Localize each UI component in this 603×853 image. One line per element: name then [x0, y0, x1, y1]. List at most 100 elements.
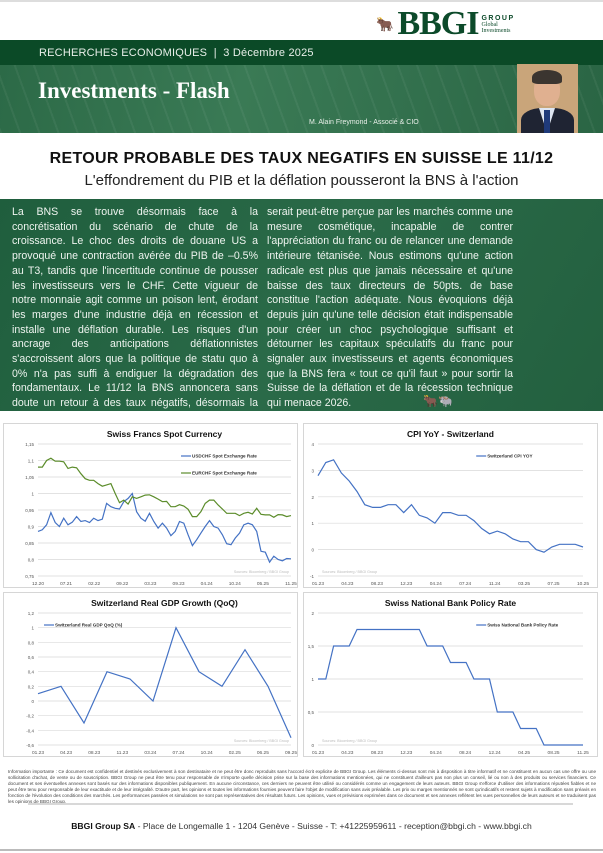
- bull-bear-icon: 🐂🐃: [423, 394, 453, 408]
- x-tick-label: 12.23: [400, 581, 412, 587]
- y-tick-label: 1: [31, 626, 34, 631]
- x-tick-label: 02.22: [88, 581, 100, 587]
- footer: BBGI Group SA - Place de Longemalle 1 - …: [0, 821, 603, 831]
- legend-label: Swiss National Bank Policy Rate: [487, 623, 558, 628]
- x-tick-label: 07.25: [548, 581, 560, 587]
- x-tick-label: 03.25: [518, 581, 530, 587]
- chart-cpi-yoy: CPI YoY - Switzerland -1 0 1 2 3 4 01.23 04.23 08…: [303, 423, 598, 588]
- divider: [28, 803, 573, 805]
- y-tick-label: 1,15: [25, 442, 34, 447]
- legend-label: Switzerland CPI YOY: [487, 454, 532, 459]
- y-tick-label: 0,9: [28, 525, 35, 530]
- x-tick-label: 12.20: [32, 581, 44, 587]
- x-tick-label: 04.24: [430, 581, 442, 587]
- x-tick-label: 10.24: [229, 581, 241, 587]
- y-tick-label: 0,4: [28, 670, 35, 675]
- x-tick-label: 04.23: [341, 750, 353, 756]
- series-line: [37, 492, 292, 564]
- banner: Investments - Flash M. Alain Freymond - …: [0, 65, 603, 133]
- x-tick-label: 05.25: [257, 581, 269, 587]
- x-tick-label: 12.24: [489, 750, 501, 756]
- x-tick-label: 08.23: [371, 581, 383, 587]
- article-column-right: serait peut-être perçue par les marchés …: [267, 206, 513, 410]
- x-tick-label: 09.25: [285, 750, 297, 756]
- chart-source: Sources: Bloomberg / BBGI Group: [234, 739, 289, 743]
- bbgi-logo: 🐂 BBGI GROUP Global Investments: [376, 5, 515, 42]
- footer-company: BBGI Group SA: [71, 821, 136, 831]
- series-line: [37, 626, 292, 738]
- x-tick-label: 09.23: [173, 581, 185, 587]
- y-tick-label: 0: [311, 743, 314, 748]
- chart-source: Sources: Bloomberg / BBGI Group: [234, 570, 289, 574]
- chart-title: Switzerland Real GDP Growth (QoQ): [91, 598, 238, 608]
- footer-contact: - Place de Longemalle 1 - 1204 Genève - …: [135, 821, 532, 831]
- y-tick-label: 0,95: [25, 508, 34, 513]
- y-tick-label: 0,2: [28, 684, 35, 689]
- chart-title: Swiss Francs Spot Currency: [107, 429, 223, 439]
- x-tick-label: 11.25: [577, 750, 589, 756]
- x-tick-label: 06.25: [257, 750, 269, 756]
- x-tick-label: 12.23: [400, 750, 412, 756]
- author: M. Alain Freymond - Associé & CIO: [309, 119, 419, 126]
- x-tick-label: 08.23: [88, 750, 100, 756]
- x-tick-label: 02.25: [229, 750, 241, 756]
- y-tick-label: 1,1: [28, 459, 35, 464]
- x-tick-label: 03.23: [144, 581, 156, 587]
- y-tick-label: 0,5: [308, 710, 315, 715]
- x-tick-label: 08.24: [459, 750, 471, 756]
- y-tick-label: 0,8: [28, 558, 35, 563]
- x-tick-label: 04.24: [201, 581, 213, 587]
- y-tick-label: 1: [311, 677, 314, 682]
- series-line: [317, 459, 584, 553]
- x-tick-label: 07.21: [60, 581, 72, 587]
- x-tick-label: 11.23: [117, 750, 129, 756]
- y-tick-label: 0,8: [28, 640, 35, 645]
- logo-wordmark: BBGI: [397, 5, 479, 42]
- x-tick-label: 10.25: [577, 581, 589, 587]
- y-tick-label: 2: [311, 495, 314, 500]
- article-subtitle: L'effondrement du PIB et la déflation po…: [84, 172, 519, 189]
- disclaimer: Information importante : Ce document est…: [8, 769, 596, 805]
- x-tick-label: 07.24: [459, 581, 471, 587]
- bottom-border: [0, 849, 603, 851]
- legend-label: USDCHF Spot Exchange Rate: [192, 454, 257, 459]
- author-photo: [517, 64, 578, 133]
- y-tick-label: 1: [31, 492, 34, 497]
- y-tick-label: -0,4: [26, 728, 34, 733]
- section-strip: RECHERCHES ECONOMIQUES | 3 Décembre 2025: [0, 40, 603, 65]
- chart-snb-policy-rate: Swiss National Bank Policy Rate 0 0,5 1 1,5 2…: [303, 592, 598, 757]
- legend-label: Switzerland Real GDP QoQ (%): [55, 623, 123, 628]
- chart-source: Sources: Bloomberg / BBGI Group: [322, 739, 377, 743]
- article-title: RETOUR PROBABLE DES TAUX NEGATIFS EN SUI…: [49, 150, 554, 167]
- x-tick-label: 10.24: [201, 750, 213, 756]
- chart-title: Swiss National Bank Policy Rate: [385, 598, 517, 608]
- y-tick-label: 0: [311, 548, 314, 553]
- chart-source: Sources: Bloomberg / BBGI Group: [322, 570, 377, 574]
- x-tick-label: 07.24: [173, 750, 185, 756]
- y-tick-label: 0,75: [25, 574, 34, 579]
- chart-title: CPI YoY - Switzerland: [407, 429, 494, 439]
- y-tick-label: 0,6: [28, 655, 35, 660]
- top-border: [0, 0, 603, 2]
- x-tick-label: 04.23: [341, 581, 353, 587]
- y-tick-label: -0,2: [26, 714, 34, 719]
- y-tick-label: 1,05: [25, 475, 34, 480]
- x-tick-label: 11.25: [285, 581, 297, 587]
- y-tick-label: 0: [31, 699, 34, 704]
- x-tick-label: 03.24: [144, 750, 156, 756]
- y-tick-label: 1,2: [28, 611, 35, 616]
- y-tick-label: -0,6: [26, 743, 34, 748]
- series-line: [318, 628, 583, 746]
- y-tick-label: 1,5: [308, 644, 315, 649]
- x-tick-label: 04.24: [430, 750, 442, 756]
- y-tick-label: 4: [311, 442, 314, 447]
- x-tick-label: 04.23: [60, 750, 72, 756]
- x-tick-label: 01.23: [312, 750, 324, 756]
- chart-swiss-franc-spot: Swiss Francs Spot Currency 0,75 0,8 0,85 0,9…: [3, 423, 298, 588]
- y-tick-label: 2: [311, 611, 314, 616]
- x-tick-label: 04.25: [518, 750, 530, 756]
- y-tick-label: 1: [311, 521, 314, 526]
- x-tick-label: 09.22: [116, 581, 128, 587]
- publication-title: Investments - Flash: [38, 78, 230, 103]
- article-column-left: La BNS se trouve désormais face à la con…: [12, 206, 258, 410]
